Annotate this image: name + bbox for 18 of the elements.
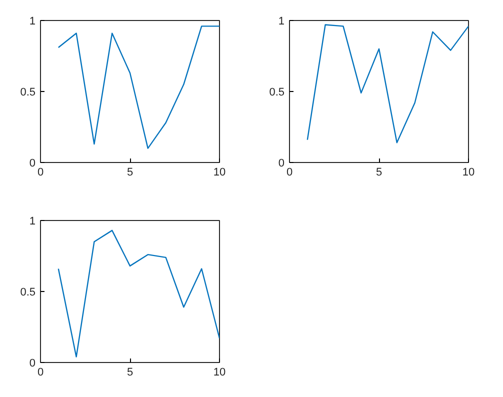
x-tick-label: 10	[462, 166, 475, 178]
y-tick-label: 0	[29, 158, 36, 170]
x-tick-label: 0	[37, 166, 44, 178]
y-tick-label: 0	[29, 358, 36, 370]
x-tick-label: 5	[376, 166, 382, 178]
y-tick-label: 1	[29, 216, 36, 228]
x-tick-label: 5	[126, 366, 134, 378]
x-tick-label: 10	[213, 366, 226, 378]
y-tick-label: 0.5	[20, 86, 36, 98]
y-tick-label: 1	[29, 16, 36, 28]
y-tick-label: 0.5	[20, 286, 36, 298]
x-tick-label: 0	[37, 366, 44, 378]
x-tick-label: 10	[213, 166, 226, 178]
x-tick-label: 5	[126, 166, 134, 178]
x-tick-label: 0	[286, 166, 293, 178]
y-tick-label: 1	[278, 16, 285, 28]
y-tick-label: 0.5	[269, 86, 285, 98]
y-tick-label: 0	[278, 158, 285, 170]
